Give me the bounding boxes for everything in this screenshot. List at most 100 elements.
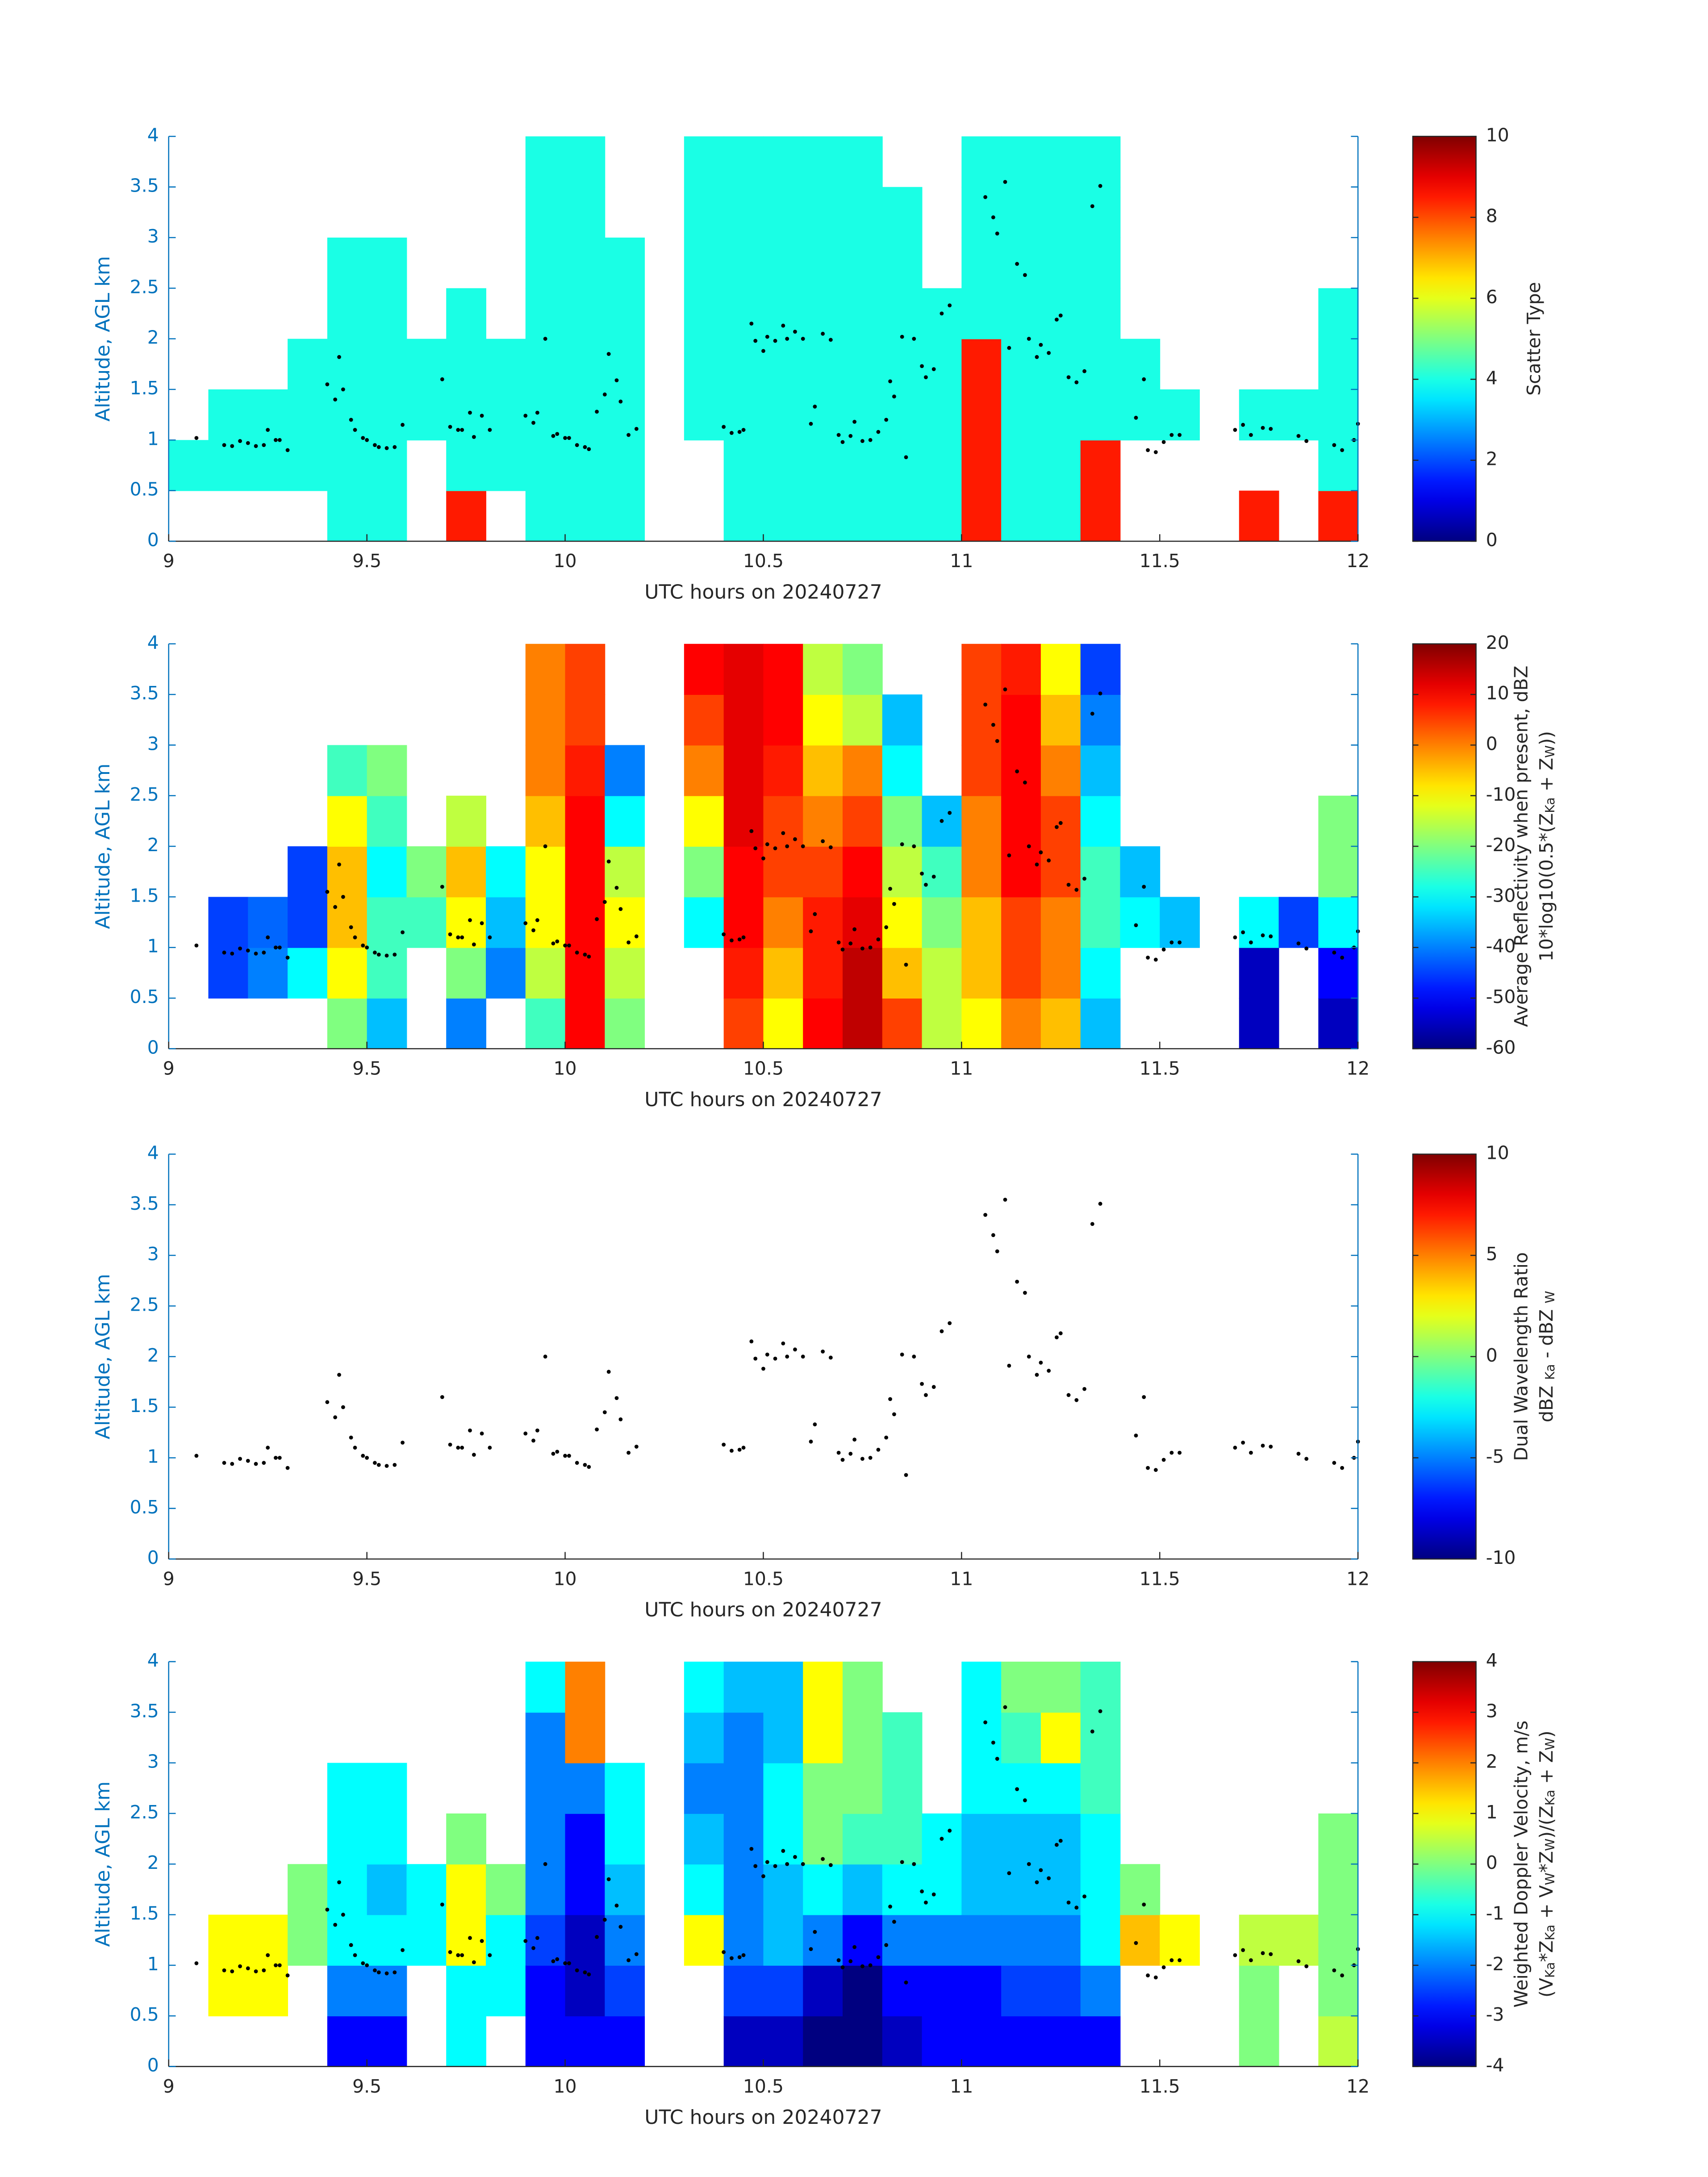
point [840, 947, 845, 952]
heatmap-cell [1040, 998, 1081, 1049]
point [983, 195, 988, 199]
heatmap-cell [605, 1813, 645, 1865]
point [337, 862, 341, 867]
colorbar-tick-label: 3 [1486, 1700, 1498, 1722]
heatmap-cell [446, 947, 486, 999]
point [238, 439, 242, 443]
y-tick-label: 1.5 [130, 1395, 159, 1417]
point [1169, 433, 1174, 437]
colorbar-label-part: Dual Wavelength Ratio [1510, 1252, 1532, 1461]
heatmap-cell [803, 288, 843, 339]
y-tick-label: 3.5 [130, 1700, 159, 1722]
point [595, 1427, 599, 1432]
colorbar-label-part: Ka [1543, 1962, 1558, 1978]
heatmap-cell [723, 745, 764, 796]
point [325, 890, 330, 894]
point [595, 917, 599, 921]
heatmap-cell [525, 795, 566, 847]
point [602, 900, 607, 904]
heatmap-cell [922, 846, 962, 898]
point [531, 1438, 535, 1443]
point [1039, 850, 1043, 855]
heatmap-cell [723, 998, 764, 1049]
heatmap-cell [1080, 288, 1121, 339]
point [924, 1900, 928, 1905]
point [1047, 1876, 1051, 1880]
y-tick-label: 1.5 [130, 885, 159, 906]
point [602, 1410, 607, 1414]
x-tick-label: 9 [163, 1058, 175, 1079]
heatmap-cell [1001, 643, 1041, 695]
point [1082, 1894, 1086, 1899]
heatmap-cell [208, 440, 249, 491]
heatmap-cell [961, 490, 1002, 542]
heatmap-cell [803, 1763, 843, 1814]
x-tick-label: 11.5 [1140, 2076, 1180, 2097]
heatmap-cell [882, 947, 923, 999]
point [254, 1969, 258, 1973]
heatmap-cell [1001, 1864, 1041, 1915]
point [1269, 1445, 1273, 1449]
heatmap-cell [1318, 1965, 1359, 2017]
heatmap-cell [208, 947, 249, 999]
point [472, 942, 476, 947]
point [848, 434, 853, 438]
heatmap-cell [1278, 1914, 1319, 1966]
y-tick-label: 1.5 [130, 1903, 159, 1924]
point [912, 337, 916, 341]
heatmap-cell [961, 440, 1002, 491]
point [852, 1437, 857, 1442]
point [587, 447, 591, 451]
point [472, 1453, 476, 1457]
heatmap-cell [565, 288, 606, 339]
heatmap-cell [843, 1763, 883, 1814]
colorbar [1412, 136, 1477, 542]
heatmap-cell [406, 897, 447, 948]
heatmap-cell [406, 846, 447, 898]
heatmap-cell [803, 1712, 843, 1763]
y-tick-label: 0 [147, 2055, 159, 2076]
point [325, 1400, 330, 1404]
colorbar-label-part: )) [1536, 731, 1557, 745]
heatmap-cell [1040, 1965, 1081, 2017]
colorbar-label: 10*log10(0.5*(ZKa + ZW)) [1536, 731, 1558, 961]
point [753, 846, 758, 851]
y-tick-label: 4 [147, 1142, 159, 1164]
point [1304, 439, 1309, 443]
point [860, 1457, 864, 1461]
heatmap-cell [723, 1712, 764, 1763]
point [761, 349, 765, 353]
y-tick-label: 1 [147, 1953, 159, 1975]
point [448, 425, 452, 429]
point [440, 377, 444, 381]
point [361, 943, 365, 948]
point [488, 428, 492, 432]
point [809, 422, 813, 426]
heatmap-cell [406, 1914, 447, 1966]
point [940, 311, 944, 316]
heatmap-cell [605, 1864, 645, 1915]
point [531, 928, 535, 932]
heatmap-cell [763, 136, 804, 188]
point [337, 1880, 341, 1885]
y-tick-label: 4 [147, 1650, 159, 1671]
heatmap-cell [723, 1763, 764, 1814]
point [376, 953, 381, 957]
point [1161, 1458, 1166, 1462]
point [1023, 1798, 1027, 1802]
heatmap-cell [1318, 947, 1359, 999]
point [888, 1397, 892, 1401]
colorbar-tick-label: 0 [1486, 1852, 1498, 1873]
heatmap-cell [803, 1914, 843, 1966]
point [860, 946, 864, 951]
point [238, 1964, 242, 1968]
heatmap-cell [446, 897, 486, 948]
heatmap-cell [1278, 389, 1319, 441]
point [1153, 957, 1158, 962]
point [1035, 1373, 1039, 1377]
heatmap-cell [763, 2016, 804, 2067]
heatmap-cell [525, 1661, 566, 1713]
point [551, 1959, 555, 1964]
heatmap-cell [1080, 2016, 1121, 2067]
point [991, 1740, 995, 1745]
